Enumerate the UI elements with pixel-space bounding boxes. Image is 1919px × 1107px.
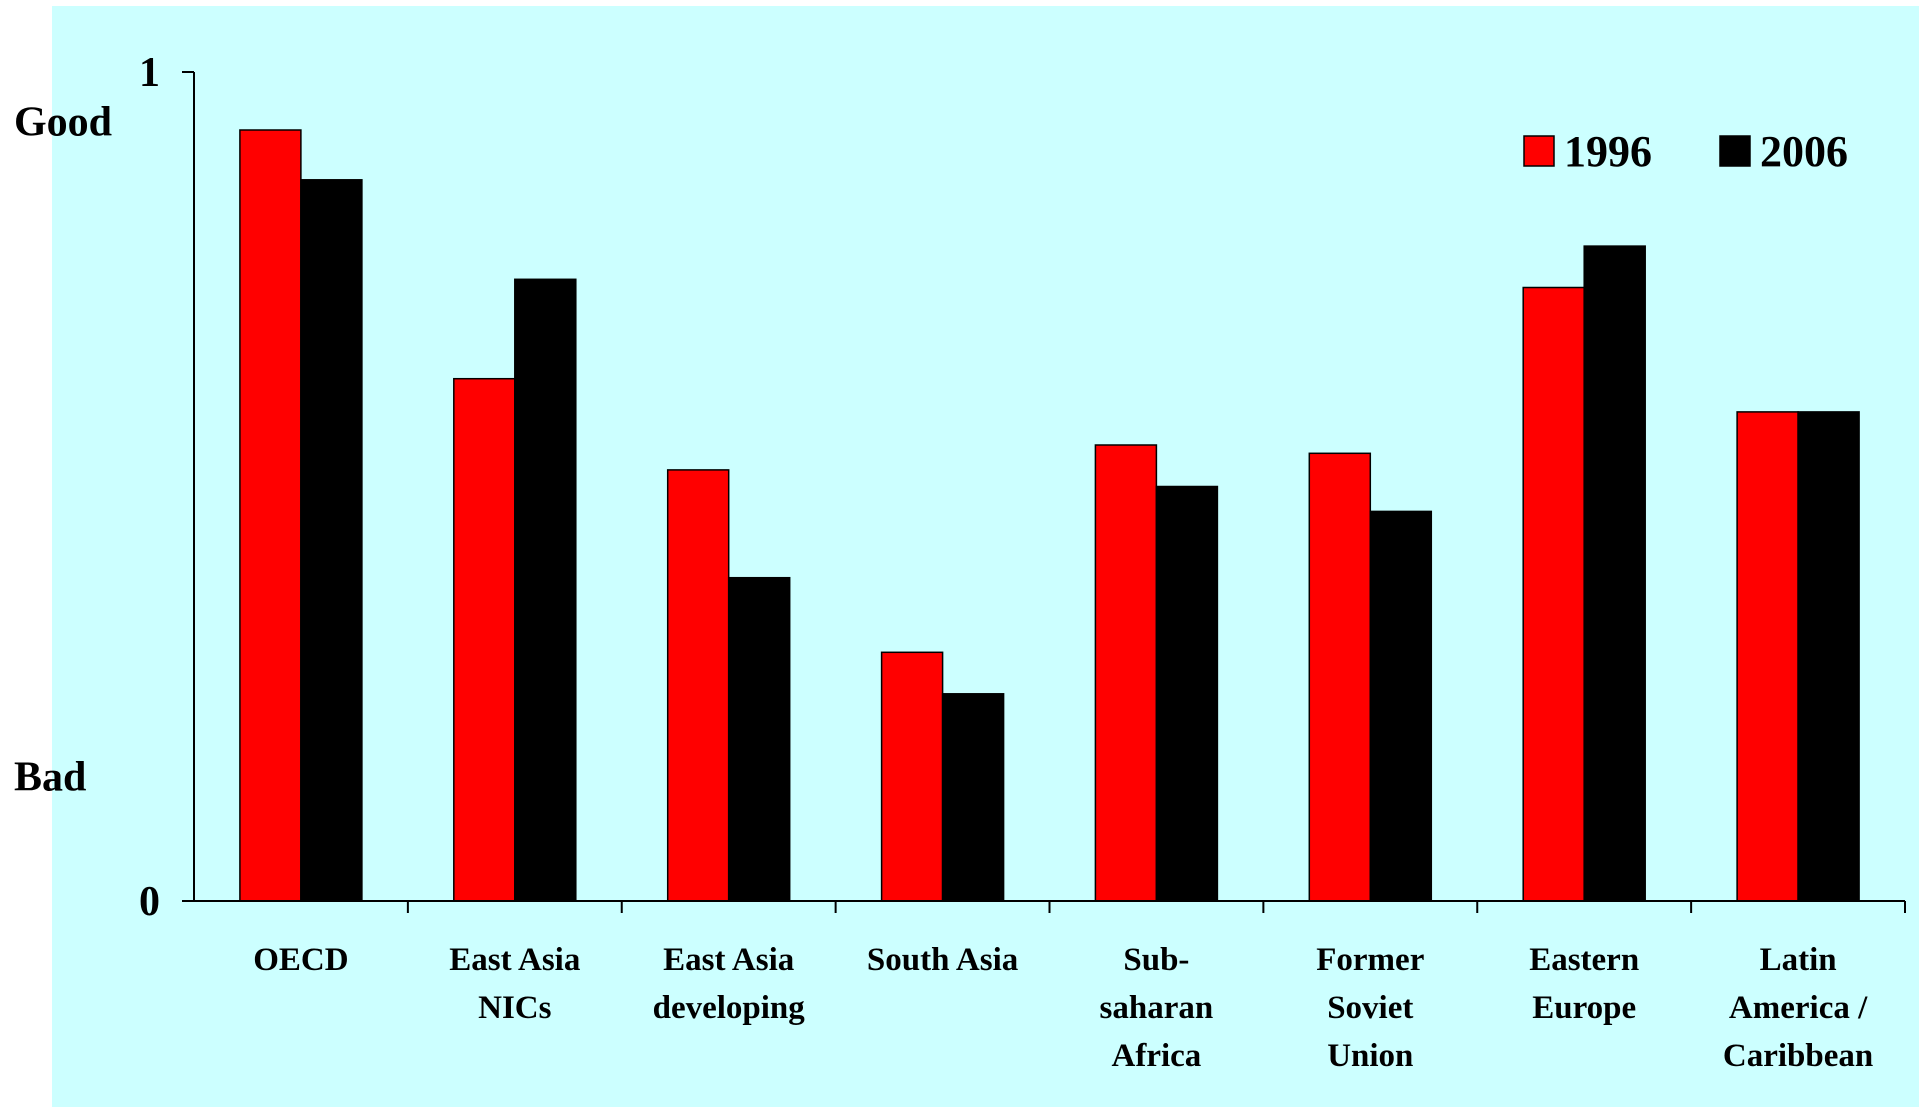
- legend: 1996 2006: [1523, 127, 1848, 176]
- x-category-label: Former Soviet Union: [1316, 942, 1424, 1074]
- x-category-label: East Asia developing: [653, 942, 806, 1026]
- x-category-label: Latin America / Caribbean: [1723, 942, 1873, 1074]
- bar-2006-4: [941, 693, 1005, 902]
- y-annotation-bad: Bad: [14, 755, 86, 801]
- bar-1996-3: [666, 469, 730, 902]
- bar-2006-5: [1155, 485, 1219, 902]
- bar-1996-6: [1308, 452, 1372, 902]
- legend-label-1996: 1996: [1564, 127, 1652, 176]
- bar-1996-4: [880, 651, 944, 902]
- y-tick-label: 1: [139, 50, 160, 96]
- bar-2006-8: [1797, 411, 1860, 902]
- x-category-label: Sub-saharan Africa: [1100, 942, 1214, 1074]
- bar-1996-7: [1522, 286, 1585, 902]
- bar-2006-3: [727, 576, 791, 902]
- bars-layer: [239, 129, 1860, 902]
- y-tick-label: 0: [139, 879, 160, 925]
- x-category-label: OECD: [253, 942, 348, 978]
- bar-2006-7: [1583, 245, 1646, 902]
- bar-2006-1: [300, 179, 363, 902]
- legend-swatch-1996: [1523, 135, 1555, 167]
- x-category-label: East Asia NICs: [449, 942, 580, 1026]
- bar-2006-6: [1369, 510, 1433, 902]
- axes-layer: [182, 71, 1906, 913]
- bar-1996-2: [453, 377, 516, 902]
- x-category-label: South Asia: [867, 942, 1018, 978]
- bar-2006-2: [514, 278, 577, 902]
- x-category-label: Eastern Europe: [1529, 942, 1639, 1026]
- legend-swatch-2006: [1719, 135, 1751, 167]
- y-annotation-good: Good: [14, 100, 112, 146]
- bar-1996-1: [239, 129, 302, 902]
- bar-1996-5: [1094, 444, 1158, 902]
- labels-layer: 0 1 Good Bad OECD East Asia NICs East Asia devel…: [14, 50, 1873, 1074]
- legend-label-2006: 2006: [1760, 127, 1848, 176]
- bar-1996-8: [1736, 411, 1799, 902]
